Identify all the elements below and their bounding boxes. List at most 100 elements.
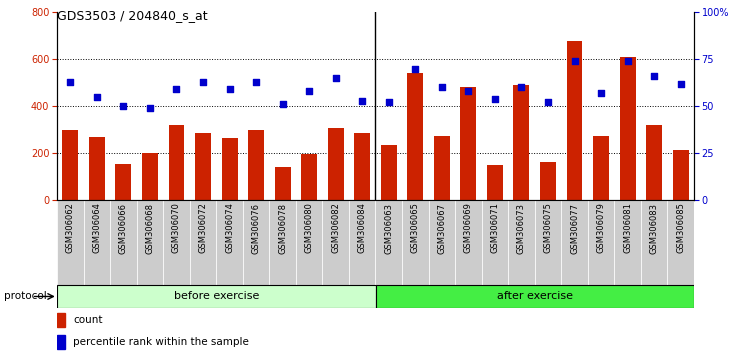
Point [65, 79, 77, 85]
Text: GSM306070: GSM306070 [172, 202, 181, 253]
Text: GSM306077: GSM306077 [570, 202, 579, 253]
Point [224, 86, 236, 92]
Bar [593, 136, 609, 200]
Text: count: count [73, 315, 103, 325]
Text: GSM306079: GSM306079 [596, 202, 605, 253]
Bar [646, 125, 662, 200]
Bar [508, 200, 535, 285]
Bar [57, 285, 376, 308]
Bar [614, 200, 641, 285]
Point [197, 79, 209, 85]
Bar [540, 162, 556, 200]
Bar [535, 200, 561, 285]
Text: GSM306075: GSM306075 [544, 202, 553, 253]
Point [515, 85, 527, 90]
Bar [275, 167, 291, 200]
Bar [668, 200, 694, 285]
Point [91, 94, 103, 99]
Point [117, 103, 129, 109]
Bar [142, 153, 158, 200]
Bar [620, 57, 635, 200]
Text: GSM306064: GSM306064 [92, 202, 101, 253]
Bar [641, 200, 668, 285]
Text: GSM306073: GSM306073 [517, 202, 526, 253]
Bar [243, 200, 270, 285]
Text: before exercise: before exercise [173, 291, 259, 302]
Bar [190, 200, 216, 285]
Bar [137, 200, 163, 285]
Text: GSM306071: GSM306071 [490, 202, 499, 253]
Point [489, 96, 501, 102]
Bar [376, 285, 694, 308]
Text: GSM306081: GSM306081 [623, 202, 632, 253]
Bar [62, 130, 78, 200]
Point [144, 105, 156, 111]
Text: GSM306072: GSM306072 [198, 202, 207, 253]
Point [542, 99, 554, 105]
Text: GSM306069: GSM306069 [464, 202, 473, 253]
Bar [116, 164, 131, 200]
Text: protocol: protocol [4, 291, 47, 302]
Bar [481, 200, 508, 285]
Bar [168, 125, 185, 200]
Bar [429, 200, 455, 285]
Text: GSM306082: GSM306082 [331, 202, 340, 253]
Bar [195, 133, 211, 200]
Bar [673, 150, 689, 200]
Bar [57, 335, 65, 349]
Bar [349, 200, 376, 285]
Text: GSM306067: GSM306067 [437, 202, 446, 253]
Bar [216, 200, 243, 285]
Point [170, 86, 182, 92]
Point [383, 99, 395, 105]
Text: after exercise: after exercise [496, 291, 573, 302]
Text: GSM306063: GSM306063 [385, 202, 394, 253]
Point [436, 85, 448, 90]
Text: GSM306066: GSM306066 [119, 202, 128, 253]
Point [303, 88, 315, 94]
Bar [376, 200, 402, 285]
Bar [381, 145, 397, 200]
Bar [57, 313, 65, 327]
Text: GSM306080: GSM306080 [305, 202, 314, 253]
Text: GSM306085: GSM306085 [676, 202, 685, 253]
Point [250, 79, 262, 85]
Bar [588, 200, 614, 285]
Point [356, 98, 368, 103]
Bar [460, 87, 476, 200]
Text: GSM306065: GSM306065 [411, 202, 420, 253]
Text: GSM306062: GSM306062 [66, 202, 75, 253]
Bar [455, 200, 481, 285]
Bar [327, 129, 344, 200]
Point [622, 58, 634, 64]
Bar [248, 130, 264, 200]
Bar [110, 200, 137, 285]
Bar [407, 73, 424, 200]
Text: GDS3503 / 204840_s_at: GDS3503 / 204840_s_at [57, 9, 208, 22]
Point [648, 73, 660, 79]
Point [409, 66, 421, 72]
Point [569, 58, 581, 64]
Bar [434, 136, 450, 200]
Text: GSM306068: GSM306068 [146, 202, 155, 253]
Bar [402, 200, 429, 285]
Bar [514, 85, 529, 200]
Bar [301, 154, 317, 200]
Bar [322, 200, 349, 285]
Bar [354, 133, 370, 200]
Text: GSM306078: GSM306078 [278, 202, 287, 253]
Bar [89, 137, 105, 200]
Bar [163, 200, 190, 285]
Text: GSM306076: GSM306076 [252, 202, 261, 253]
Text: GSM306074: GSM306074 [225, 202, 234, 253]
Point [674, 81, 686, 86]
Point [276, 102, 288, 107]
Bar [561, 200, 588, 285]
Text: GSM306083: GSM306083 [650, 202, 659, 253]
Bar [83, 200, 110, 285]
Point [463, 88, 475, 94]
Bar [57, 200, 83, 285]
Point [330, 75, 342, 81]
Text: percentile rank within the sample: percentile rank within the sample [73, 337, 249, 347]
Bar [296, 200, 322, 285]
